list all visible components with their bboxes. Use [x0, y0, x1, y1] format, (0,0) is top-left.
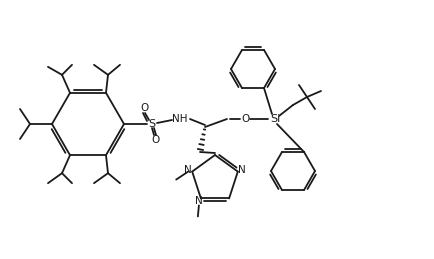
Text: O: O: [140, 103, 148, 113]
Text: O: O: [241, 114, 249, 124]
Text: N: N: [238, 164, 246, 175]
Text: O: O: [151, 135, 159, 145]
Text: NH: NH: [172, 114, 188, 124]
Text: Si: Si: [270, 114, 280, 124]
Text: N: N: [184, 164, 192, 175]
Text: S: S: [148, 119, 155, 129]
Text: N: N: [195, 196, 203, 206]
